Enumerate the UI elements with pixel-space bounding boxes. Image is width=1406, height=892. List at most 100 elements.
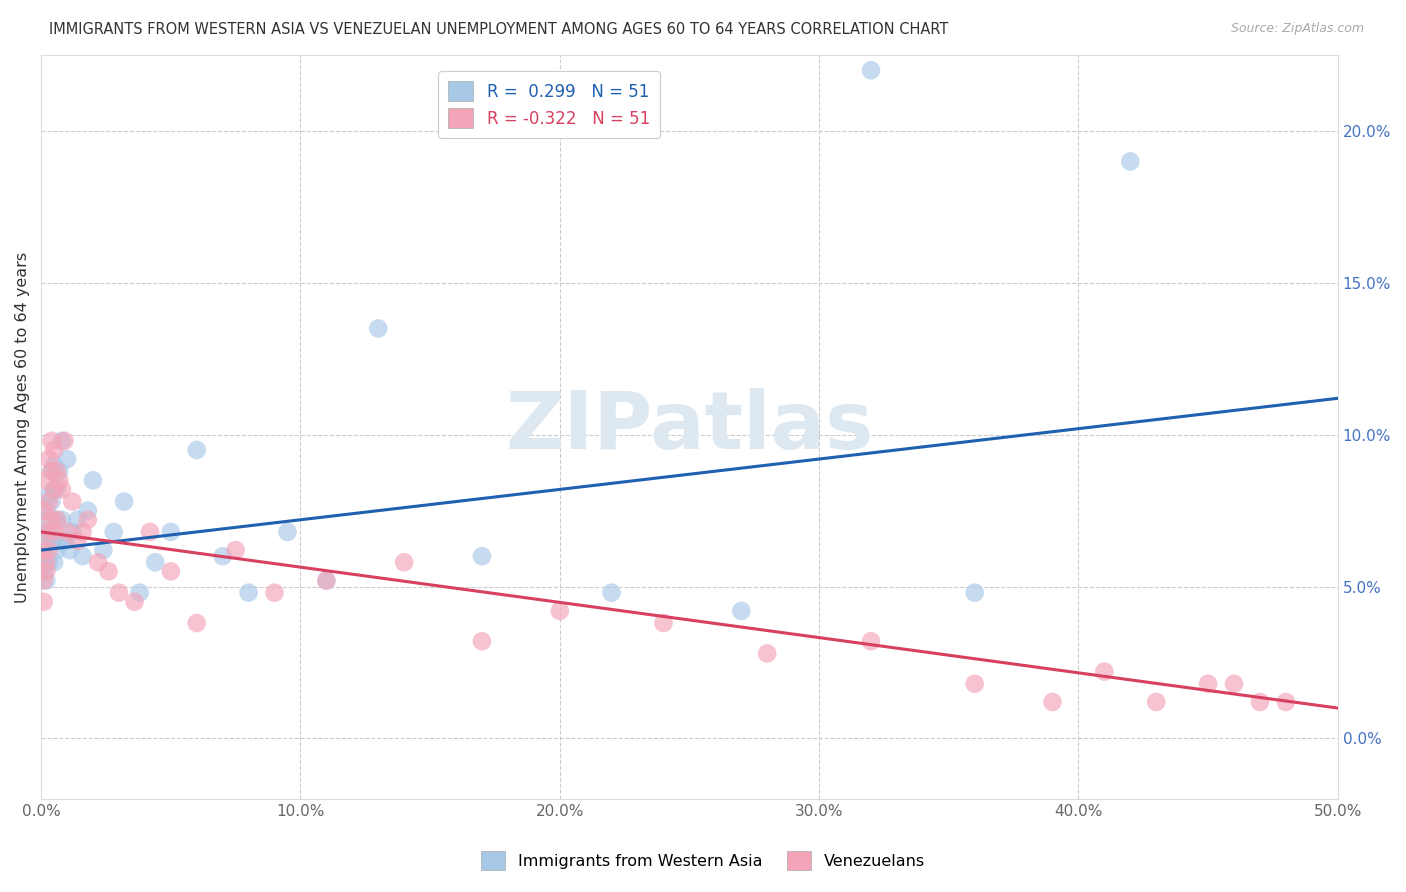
Point	[211, 549, 233, 564]
Point	[45, 543, 67, 558]
Point	[42, 524, 65, 539]
Legend: R =  0.299   N = 51, R = -0.322   N = 51: R = 0.299 N = 51, R = -0.322 N = 51	[439, 70, 659, 138]
Point	[35, 473, 58, 487]
Point	[38, 524, 60, 539]
Point	[41, 494, 63, 508]
Point	[38, 543, 60, 558]
Point	[35, 503, 58, 517]
Point	[42, 442, 65, 457]
Point	[41, 464, 63, 478]
Point	[60, 494, 83, 508]
Point	[56, 452, 79, 467]
Point	[730, 604, 752, 618]
Point	[963, 585, 986, 599]
Point	[48, 534, 70, 549]
Point	[1249, 695, 1271, 709]
Point	[1275, 695, 1298, 709]
Point	[42, 534, 65, 549]
Point	[32, 565, 55, 579]
Point	[124, 595, 146, 609]
Point	[315, 574, 337, 588]
Point	[756, 647, 779, 661]
Point	[45, 483, 67, 497]
Point	[471, 549, 494, 564]
Point	[72, 549, 94, 564]
Point	[367, 321, 389, 335]
Point	[186, 615, 208, 630]
Point	[35, 555, 58, 569]
Point	[66, 534, 89, 549]
Point	[35, 574, 58, 588]
Point	[32, 595, 55, 609]
Point	[471, 634, 494, 648]
Point	[108, 585, 131, 599]
Point	[238, 585, 260, 599]
Point	[35, 524, 58, 539]
Point	[38, 452, 60, 467]
Point	[35, 565, 58, 579]
Point	[35, 524, 58, 539]
Y-axis label: Unemployment Among Ages 60 to 64 years: Unemployment Among Ages 60 to 64 years	[15, 252, 30, 603]
Point	[41, 434, 63, 448]
Point	[225, 543, 247, 558]
Point	[186, 442, 208, 457]
Point	[392, 555, 415, 569]
Point	[42, 555, 65, 569]
Point	[32, 574, 55, 588]
Point	[32, 513, 55, 527]
Point	[35, 555, 58, 569]
Point	[859, 634, 882, 648]
Point	[112, 494, 135, 508]
Point	[76, 513, 98, 527]
Point	[128, 585, 150, 599]
Point	[276, 524, 298, 539]
Legend: Immigrants from Western Asia, Venezuelans: Immigrants from Western Asia, Venezuelan…	[475, 845, 931, 877]
Point	[60, 524, 83, 539]
Point	[72, 524, 94, 539]
Text: Source: ZipAtlas.com: Source: ZipAtlas.com	[1230, 22, 1364, 36]
Text: IMMIGRANTS FROM WESTERN ASIA VS VENEZUELAN UNEMPLOYMENT AMONG AGES 60 TO 64 YEAR: IMMIGRANTS FROM WESTERN ASIA VS VENEZUEL…	[49, 22, 949, 37]
Point	[87, 555, 110, 569]
Point	[97, 565, 120, 579]
Point	[51, 483, 73, 497]
Point	[51, 434, 73, 448]
Point	[53, 434, 76, 448]
Point	[76, 503, 98, 517]
Point	[1144, 695, 1167, 709]
Point	[143, 555, 166, 569]
Point	[1119, 154, 1142, 169]
Point	[859, 63, 882, 78]
Point	[159, 565, 181, 579]
Point	[1092, 665, 1115, 679]
Point	[51, 513, 73, 527]
Point	[1042, 695, 1064, 709]
Point	[600, 585, 623, 599]
Point	[32, 503, 55, 517]
Point	[32, 543, 55, 558]
Point	[548, 604, 571, 618]
Point	[45, 513, 67, 527]
Point	[315, 574, 337, 588]
Point	[42, 458, 65, 472]
Point	[103, 524, 125, 539]
Point	[41, 534, 63, 549]
Point	[1197, 677, 1219, 691]
Point	[38, 488, 60, 502]
Point	[45, 464, 67, 478]
Point	[48, 473, 70, 487]
Point	[48, 464, 70, 478]
Point	[41, 464, 63, 478]
Point	[66, 513, 89, 527]
Point	[42, 483, 65, 497]
Point	[32, 534, 55, 549]
Point	[82, 473, 104, 487]
Point	[59, 543, 82, 558]
Point	[963, 677, 986, 691]
Point	[56, 524, 79, 539]
Point	[38, 555, 60, 569]
Point	[42, 483, 65, 497]
Text: ZIPatlas: ZIPatlas	[505, 388, 873, 467]
Point	[139, 524, 162, 539]
Point	[45, 513, 67, 527]
Point	[53, 534, 76, 549]
